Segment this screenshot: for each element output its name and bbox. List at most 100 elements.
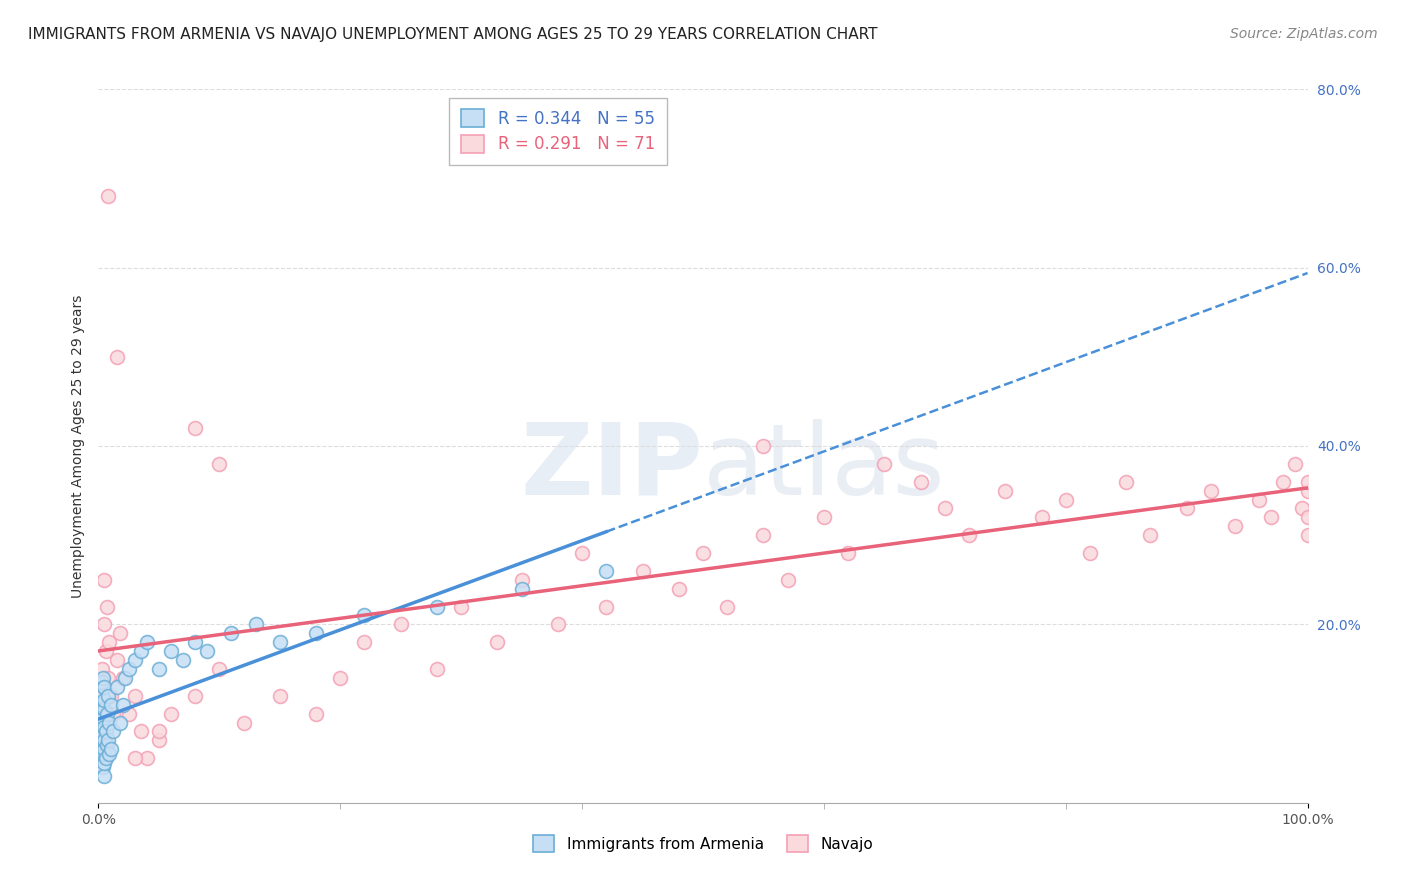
Point — [91, 760, 114, 774]
Point — [752, 528, 775, 542]
Point — [1260, 510, 1282, 524]
Point — [105, 350, 128, 364]
Point — [776, 573, 799, 587]
Point — [91, 729, 114, 743]
Point — [692, 546, 714, 560]
Point — [91, 742, 114, 756]
Point — [96, 738, 118, 752]
Point — [108, 715, 131, 730]
Point — [595, 564, 617, 578]
Point — [101, 724, 124, 739]
Point — [93, 720, 115, 734]
Point — [1296, 528, 1319, 542]
Point — [595, 599, 617, 614]
Point — [94, 724, 117, 739]
Point — [91, 680, 114, 694]
Point — [94, 751, 117, 765]
Point — [510, 582, 533, 596]
Point — [91, 706, 114, 721]
Point — [389, 617, 412, 632]
Point — [124, 689, 146, 703]
Text: IMMIGRANTS FROM ARMENIA VS NAVAJO UNEMPLOYMENT AMONG AGES 25 TO 29 YEARS CORRELA: IMMIGRANTS FROM ARMENIA VS NAVAJO UNEMPL… — [28, 27, 877, 42]
Point — [1272, 475, 1295, 489]
Point — [1139, 528, 1161, 542]
Point — [910, 475, 932, 489]
Point — [91, 698, 114, 712]
Point — [93, 769, 115, 783]
Point — [1054, 492, 1077, 507]
Point — [129, 724, 152, 739]
Point — [91, 733, 114, 747]
Point — [232, 715, 254, 730]
Point — [93, 756, 115, 770]
Point — [91, 662, 114, 676]
Point — [91, 689, 114, 703]
Point — [631, 564, 654, 578]
Point — [124, 751, 146, 765]
Point — [148, 662, 170, 676]
Point — [98, 715, 121, 730]
Point — [91, 711, 114, 725]
Point — [160, 644, 183, 658]
Point — [118, 662, 141, 676]
Point — [96, 706, 118, 721]
Point — [1291, 501, 1313, 516]
Point — [93, 747, 115, 761]
Point — [114, 671, 136, 685]
Point — [100, 689, 122, 703]
Point — [97, 189, 120, 203]
Point — [1249, 492, 1271, 507]
Point — [329, 671, 352, 685]
Text: atlas: atlas — [703, 419, 945, 516]
Point — [129, 644, 152, 658]
Point — [547, 617, 569, 632]
Point — [91, 724, 114, 739]
Point — [510, 573, 533, 587]
Point — [93, 680, 115, 694]
Point — [1296, 483, 1319, 498]
Point — [269, 689, 291, 703]
Point — [245, 617, 267, 632]
Point — [353, 608, 375, 623]
Point — [752, 439, 775, 453]
Point — [93, 573, 115, 587]
Point — [91, 715, 114, 730]
Point — [148, 733, 170, 747]
Text: Source: ZipAtlas.com: Source: ZipAtlas.com — [1230, 27, 1378, 41]
Point — [93, 617, 115, 632]
Point — [98, 747, 121, 761]
Point — [93, 733, 115, 747]
Point — [1223, 519, 1246, 533]
Point — [105, 653, 128, 667]
Point — [108, 626, 131, 640]
Point — [1078, 546, 1101, 560]
Point — [93, 742, 115, 756]
Point — [1115, 475, 1137, 489]
Point — [426, 599, 449, 614]
Point — [105, 680, 128, 694]
Point — [172, 653, 194, 667]
Point — [716, 599, 738, 614]
Point — [135, 635, 157, 649]
Point — [91, 675, 114, 690]
Text: ZIP: ZIP — [520, 419, 703, 516]
Legend: Immigrants from Armenia, Navajo: Immigrants from Armenia, Navajo — [526, 828, 880, 859]
Point — [305, 626, 328, 640]
Point — [94, 644, 117, 658]
Point — [111, 671, 134, 685]
Point — [426, 662, 449, 676]
Point — [837, 546, 859, 560]
Point — [1199, 483, 1222, 498]
Point — [100, 742, 122, 756]
Point — [813, 510, 835, 524]
Point — [957, 528, 980, 542]
Point — [124, 653, 146, 667]
Point — [97, 671, 120, 685]
Point — [97, 733, 120, 747]
Point — [994, 483, 1017, 498]
Point — [96, 599, 118, 614]
Point — [305, 706, 328, 721]
Point — [571, 546, 593, 560]
Point — [195, 644, 218, 658]
Point — [1175, 501, 1198, 516]
